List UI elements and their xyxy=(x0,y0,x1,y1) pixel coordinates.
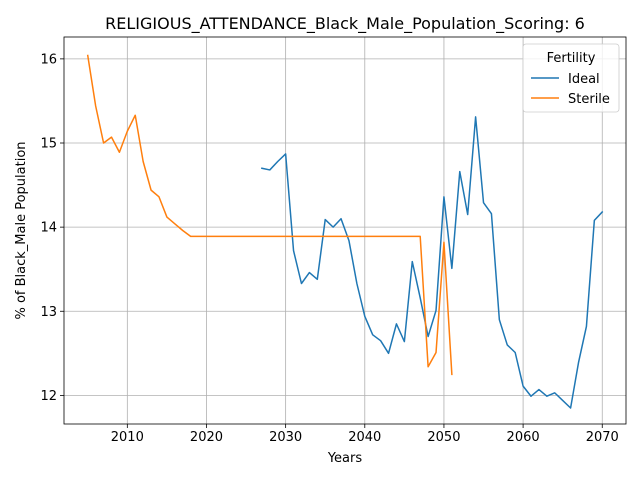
y-tick-label: 16 xyxy=(40,52,57,67)
x-tick-label: 2040 xyxy=(348,430,381,445)
legend-label-sterile: Sterile xyxy=(568,92,610,107)
x-tick-label: 2060 xyxy=(507,430,540,445)
x-tick-label: 2010 xyxy=(111,430,144,445)
x-tick-label: 2050 xyxy=(427,430,460,445)
series-line-sterile xyxy=(86,54,453,376)
chart-title: RELIGIOUS_ATTENDANCE_Black_Male_Populati… xyxy=(105,14,585,34)
legend-title: Fertility xyxy=(547,51,596,66)
x-tick-label: 2030 xyxy=(269,430,302,445)
legend-label-ideal: Ideal xyxy=(568,72,600,87)
y-tick-label: 15 xyxy=(40,137,57,152)
series-line-ideal xyxy=(260,116,604,409)
y-axis-label: % of Black_Male Population xyxy=(14,141,29,319)
axis-ticks: 2010 2020 2030 2040 2050 2060 2070 12 13 14 15 16 xyxy=(40,52,618,445)
x-tick-label: 2070 xyxy=(586,430,619,445)
y-tick-label: 12 xyxy=(40,389,57,404)
y-tick-label: 13 xyxy=(40,305,57,320)
plot-frame xyxy=(63,36,627,425)
x-axis-label: Years xyxy=(327,451,363,466)
legend-box xyxy=(522,43,620,113)
x-tick-label: 2020 xyxy=(190,430,223,445)
series-lines xyxy=(86,54,604,409)
legend: Fertility Ideal Sterile xyxy=(522,43,620,113)
y-tick-label: 14 xyxy=(40,221,57,236)
